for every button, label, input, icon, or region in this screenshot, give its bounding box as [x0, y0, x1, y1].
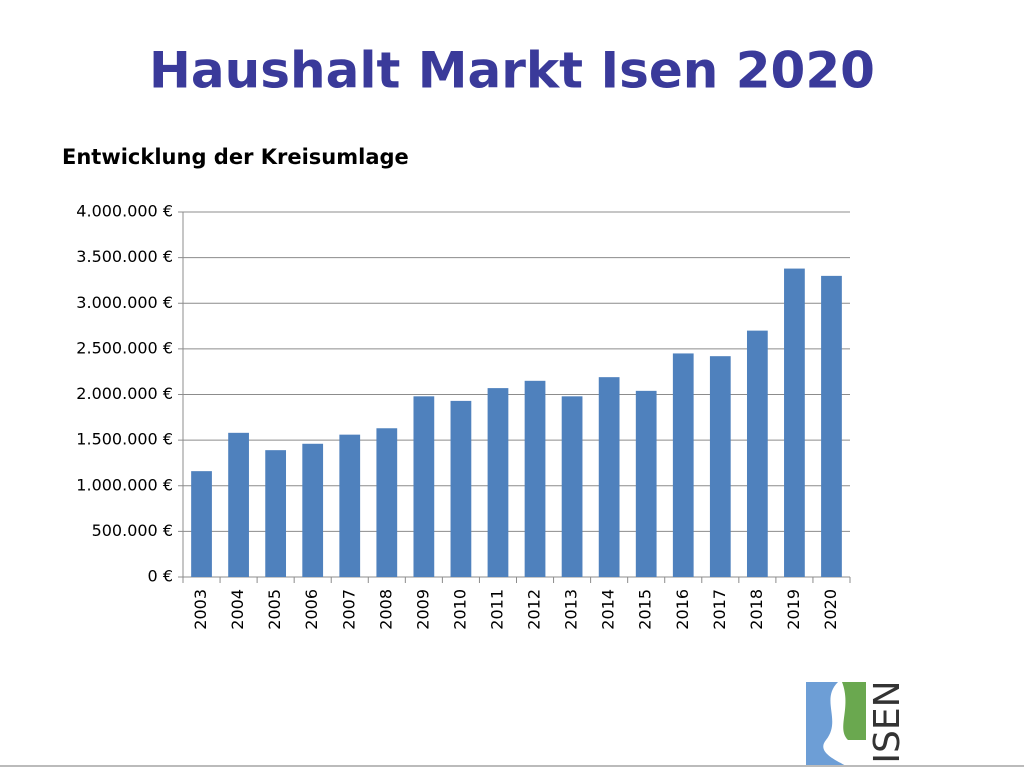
bar: [191, 471, 212, 577]
bar: [746, 330, 768, 577]
bar: [487, 388, 509, 577]
x-tick-label: 2017: [710, 589, 729, 630]
bar: [524, 380, 546, 577]
logo-water: [806, 682, 846, 766]
y-tick-label: 1.500.000 €: [76, 430, 173, 449]
bar: [561, 396, 583, 577]
x-tick-label: 2007: [339, 589, 358, 630]
x-tick-label: 2019: [784, 589, 803, 630]
bar: [709, 356, 731, 577]
logo-text: ISEN: [867, 680, 908, 763]
logo: ISEN: [806, 680, 908, 766]
x-tick-label: 2014: [599, 589, 618, 630]
y-tick-label: 0 €: [148, 567, 173, 586]
x-tick-label: 2005: [265, 589, 284, 630]
bar: [635, 390, 657, 577]
x-tick-label: 2012: [525, 589, 544, 630]
y-tick-label: 4.000.000 €: [76, 202, 173, 221]
x-tick-label: 2003: [191, 589, 210, 630]
bar: [672, 353, 694, 577]
x-tick-label: 2006: [302, 589, 321, 630]
slide-title: Haushalt Markt Isen 2020: [149, 42, 875, 100]
chart-subtitle: Entwicklung der Kreisumlage: [62, 145, 409, 169]
bar: [376, 428, 398, 577]
y-tick-label: 2.000.000 €: [76, 384, 173, 403]
bar: [413, 396, 435, 577]
y-tick-label: 3.500.000 €: [76, 247, 173, 266]
x-tick-label: 2020: [821, 589, 840, 630]
bar: [228, 432, 249, 577]
bar: [821, 275, 842, 577]
logo-land: [842, 682, 866, 740]
y-tick-label: 500.000 €: [92, 521, 173, 540]
x-tick-label: 2008: [376, 589, 395, 630]
bar: [784, 268, 805, 577]
bar: [302, 443, 324, 577]
bar: [450, 400, 472, 577]
y-tick-label: 2.500.000 €: [76, 338, 173, 357]
bar: [598, 377, 620, 577]
x-tick-label: 2013: [562, 589, 581, 630]
x-tick-label: 2004: [228, 589, 247, 630]
x-tick-label: 2015: [636, 589, 655, 630]
y-tick-label: 3.000.000 €: [76, 293, 173, 312]
x-tick-label: 2016: [673, 589, 692, 630]
bar: [265, 450, 287, 577]
x-tick-label: 2009: [413, 589, 432, 630]
x-tick-label: 2010: [450, 589, 469, 630]
bar: [339, 434, 361, 577]
x-tick-label: 2018: [747, 589, 766, 630]
x-tick-label: 2011: [487, 589, 506, 630]
y-tick-label: 1.000.000 €: [76, 475, 173, 494]
